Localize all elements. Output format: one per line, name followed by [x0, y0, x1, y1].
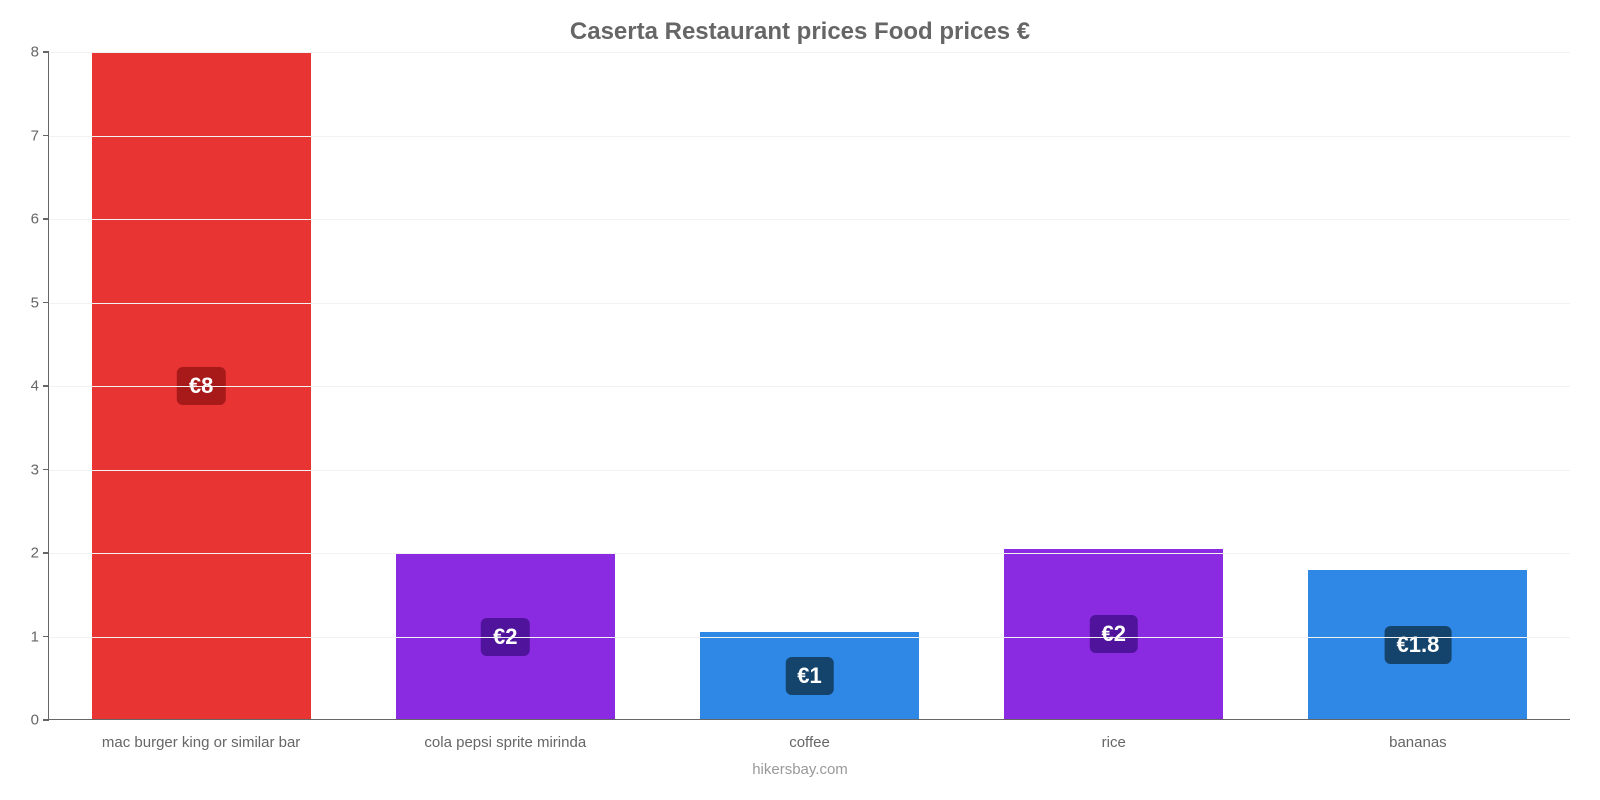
y-axis-label: 6 [31, 211, 49, 228]
grid-line [49, 470, 1570, 471]
plot-area: €8mac burger king or similar bar€2cola p… [48, 52, 1570, 720]
price-chart: Caserta Restaurant prices Food prices € … [0, 0, 1600, 800]
x-axis-line [43, 719, 1570, 721]
chart-title: Caserta Restaurant prices Food prices € [0, 0, 1600, 52]
x-axis-label: cola pepsi sprite mirinda [424, 734, 586, 751]
y-axis-label: 5 [31, 294, 49, 311]
grid-line [49, 52, 1570, 53]
bar-value-label: €1 [785, 657, 833, 695]
y-axis-label: 2 [31, 545, 49, 562]
grid-line [49, 219, 1570, 220]
grid-line [49, 136, 1570, 137]
bar-value-label: €1.8 [1384, 626, 1451, 664]
x-axis-label: mac burger king or similar bar [102, 734, 300, 751]
x-axis-label: bananas [1389, 734, 1447, 751]
y-axis-label: 3 [31, 461, 49, 478]
x-axis-label: rice [1102, 734, 1126, 751]
y-axis-label: 1 [31, 628, 49, 645]
y-axis-label: 8 [31, 44, 49, 61]
grid-line [49, 386, 1570, 387]
bar: €1.8 [1308, 570, 1527, 720]
y-axis-label: 0 [31, 712, 49, 729]
grid-line [49, 553, 1570, 554]
attribution-text: hikersbay.com [0, 761, 1600, 778]
y-axis-label: 7 [31, 127, 49, 144]
bar: €1 [700, 632, 919, 720]
x-axis-label: coffee [789, 734, 830, 751]
bar: €2 [1004, 549, 1223, 720]
grid-line [49, 637, 1570, 638]
y-axis-label: 4 [31, 378, 49, 395]
grid-line [49, 303, 1570, 304]
bar-value-label: €2 [1089, 615, 1137, 653]
